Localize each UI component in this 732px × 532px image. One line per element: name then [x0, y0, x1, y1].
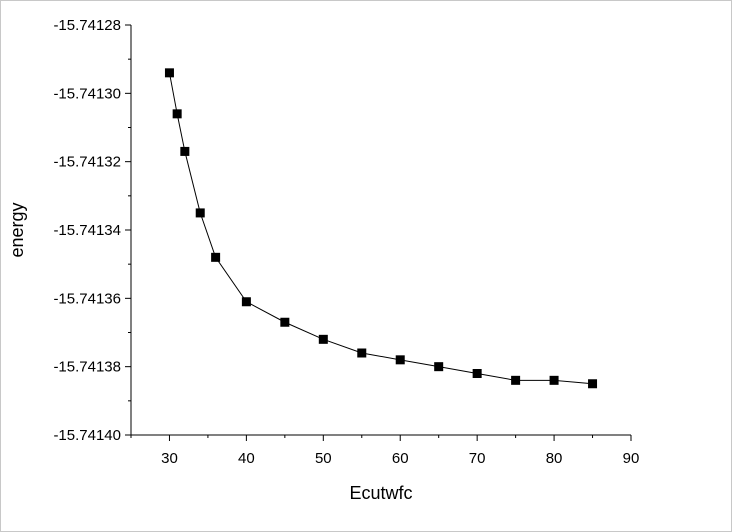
y-tick-label: -15.74140 — [53, 427, 121, 444]
data-point — [511, 375, 521, 385]
y-tick-label: -15.74132 — [53, 154, 121, 171]
series-line — [168, 72, 593, 385]
x-tick-label: 30 — [161, 450, 178, 467]
data-point — [357, 348, 367, 358]
data-point — [172, 109, 182, 119]
data-point — [549, 375, 559, 385]
data-point — [395, 355, 405, 365]
x-tick-label: 70 — [469, 450, 486, 467]
data-point — [180, 146, 190, 156]
data-point — [472, 369, 482, 378]
data-point — [195, 208, 205, 218]
y-ticks: -15.74128 -15.74130 -15.74132 -15.74134 -15.… — [53, 17, 131, 444]
x-ticks: 30 40 50 60 70 80 90 — [130, 435, 640, 467]
x-tick-label: 80 — [546, 450, 563, 467]
series — [164, 68, 598, 389]
data-point — [211, 252, 221, 262]
data-point — [588, 379, 598, 389]
x-tick-label: 90 — [623, 450, 640, 467]
y-tick-label: -15.74138 — [53, 359, 121, 376]
y-tick-label: -15.74134 — [53, 222, 121, 239]
data-point — [318, 334, 328, 344]
x-tick-label: 50 — [315, 450, 332, 467]
y-tick-label: -15.74130 — [53, 85, 121, 102]
data-point — [164, 68, 174, 78]
data-point — [280, 317, 290, 327]
data-point — [241, 297, 251, 307]
y-tick-label: -15.74136 — [53, 290, 121, 307]
y-tick-label: -15.74128 — [53, 17, 121, 34]
x-axis-label: Ecutwfc — [349, 483, 412, 503]
data-point — [434, 362, 444, 372]
x-tick-label: 40 — [238, 450, 255, 467]
x-tick-label: 60 — [392, 450, 409, 467]
y-axis-label: energy — [7, 202, 27, 257]
